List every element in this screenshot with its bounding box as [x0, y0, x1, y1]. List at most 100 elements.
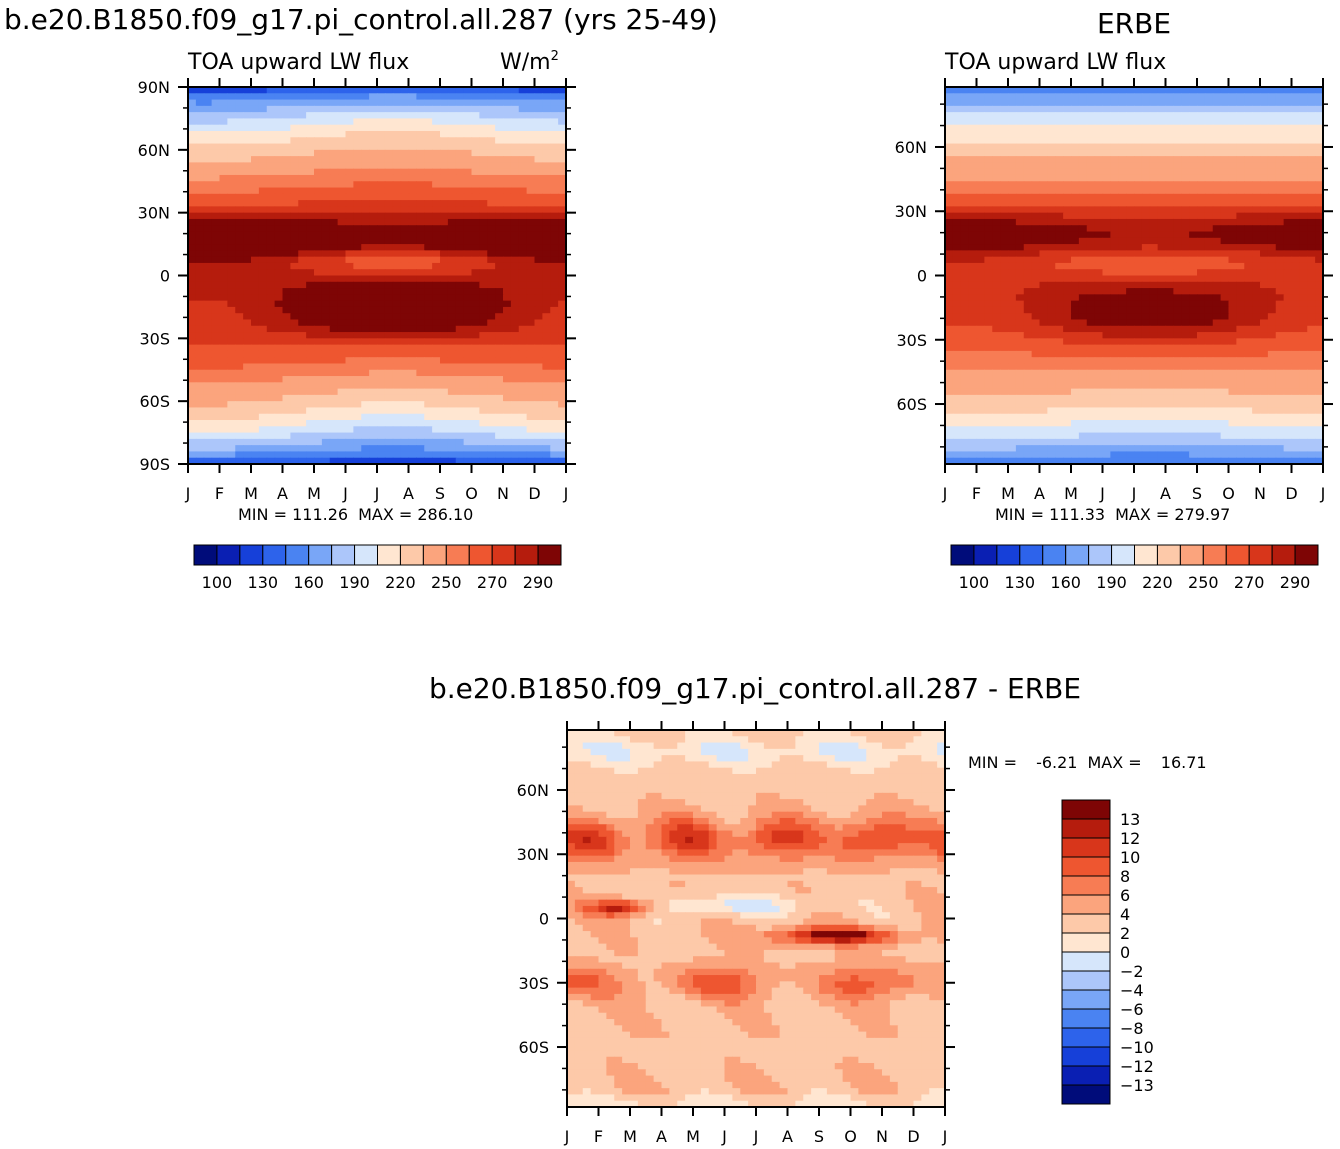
- contour-cell: [1118, 325, 1127, 333]
- contour-cell: [337, 244, 347, 251]
- contour-cell: [188, 288, 197, 295]
- contour-cell: [432, 156, 441, 163]
- model-title: b.e20.B1850.f09_g17.pi_control.all.287 (…: [4, 3, 718, 36]
- contour-cell: [1244, 225, 1253, 233]
- contour-cell: [984, 344, 993, 352]
- contour-cell: [1047, 143, 1056, 151]
- contour-cell: [416, 306, 425, 314]
- contour-cell: [479, 162, 488, 170]
- contour-cell: [463, 143, 473, 151]
- contour-cell: [424, 413, 433, 421]
- contour-cell: [1307, 99, 1316, 107]
- contour-cell: [1055, 118, 1064, 126]
- contour-cell: [1118, 244, 1127, 251]
- contour-cell: [1141, 137, 1151, 145]
- contour-cell: [1283, 193, 1293, 201]
- contour-cell: [503, 382, 512, 390]
- contour-cell: [1008, 250, 1017, 258]
- contour-cell: [1126, 112, 1135, 120]
- contour-cell: [1055, 93, 1064, 101]
- contour-cell: [992, 137, 1001, 145]
- contour-cell: [1220, 206, 1230, 214]
- contour-cell: [1236, 231, 1245, 239]
- contour-cell: [298, 225, 307, 233]
- contour-cell: [282, 99, 291, 107]
- contour-cell: [1299, 112, 1308, 120]
- contour-cell: [1015, 130, 1025, 138]
- contour-cell: [455, 438, 465, 446]
- contour-cell: [1165, 338, 1174, 346]
- contour-cell: [455, 338, 465, 346]
- contour-cell: [1086, 156, 1096, 163]
- contour-cell: [243, 218, 252, 226]
- contour-cell: [1047, 93, 1056, 101]
- contour-cell: [1275, 162, 1285, 170]
- contour-cell: [306, 332, 315, 339]
- contour-cell: [1275, 250, 1285, 258]
- contour-cell: [1031, 124, 1041, 132]
- contour-cell: [251, 206, 260, 214]
- contour-cell: [266, 300, 276, 308]
- contour-cell: [534, 262, 543, 270]
- model-colorbar: 100 130 160 190 220 250 270 290: [193, 544, 562, 592]
- contour-cell: [968, 93, 978, 101]
- contour-cell: [479, 388, 488, 396]
- contour-cell: [1244, 300, 1253, 308]
- colorbar-label: 270: [477, 573, 508, 592]
- contour-cell: [1094, 269, 1104, 277]
- contour-cell: [479, 382, 488, 390]
- contour-cell: [1283, 306, 1293, 314]
- contour-cell: [274, 357, 284, 365]
- contour-cell: [290, 269, 299, 277]
- contour-cell: [298, 231, 307, 239]
- contour-cell: [1157, 294, 1167, 302]
- contour-cell: [266, 432, 276, 440]
- contour-cell: [416, 288, 425, 295]
- contour-cell: [408, 445, 417, 453]
- contour-cell: [298, 193, 307, 201]
- contour-cell: [1008, 269, 1017, 277]
- contour-cell: [274, 413, 284, 421]
- contour-cell: [251, 432, 260, 440]
- contour-cell: [211, 451, 221, 459]
- contour-cell: [243, 231, 252, 239]
- contour-cell: [377, 112, 386, 120]
- contour-cell: [1173, 149, 1182, 157]
- contour-cell: [510, 457, 520, 465]
- contour-cell: [424, 288, 433, 295]
- colorbar-swatch: [399, 544, 424, 566]
- contour-cell: [1008, 344, 1017, 352]
- contour-cell: [195, 156, 205, 163]
- contour-cell: [1008, 99, 1017, 107]
- contour-cell: [337, 187, 347, 195]
- contour-cell: [495, 206, 504, 214]
- contour-cell: [337, 231, 347, 239]
- contour-cell: [235, 212, 244, 220]
- contour-cell: [377, 325, 386, 333]
- contour-cell: [1047, 218, 1056, 226]
- contour-cell: [1283, 130, 1293, 138]
- contour-cell: [526, 332, 536, 339]
- contour-cell: [1275, 244, 1285, 251]
- contour-cell: [1275, 300, 1285, 308]
- contour-cell: [1275, 313, 1285, 321]
- contour-cell: [1000, 143, 1009, 151]
- contour-cell: [377, 105, 386, 113]
- contour-cell: [408, 344, 417, 352]
- contour-cell: [992, 206, 1001, 214]
- contour-cell: [1197, 149, 1206, 157]
- contour-cell: [1039, 306, 1048, 314]
- contour-cell: [298, 363, 307, 371]
- contour-cell: [984, 162, 993, 170]
- contour-cell: [1141, 218, 1151, 226]
- contour-cell: [251, 382, 260, 390]
- contour-cell: [227, 344, 236, 352]
- contour-cell: [361, 218, 370, 226]
- contour-cell: [440, 394, 449, 402]
- contour-cell: [1228, 281, 1237, 289]
- contour-cell: [1102, 250, 1111, 258]
- contour-cell: [1204, 325, 1214, 333]
- contour-cell: [432, 413, 441, 421]
- contour-cell: [1299, 124, 1308, 132]
